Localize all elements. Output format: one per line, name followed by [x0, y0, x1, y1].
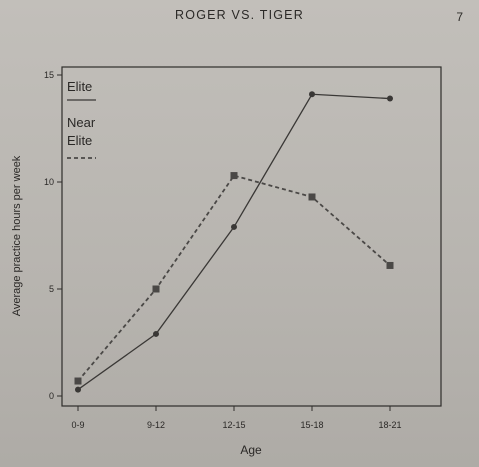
x-tick-label: 12-15 — [222, 420, 245, 430]
x-tick-label: 15-18 — [300, 420, 323, 430]
series-layer — [74, 91, 394, 393]
data-point — [308, 193, 316, 201]
series-line-elite — [77, 93, 391, 391]
y-tick-label: 0 — [49, 391, 54, 401]
series-line-near-elite — [77, 174, 391, 382]
data-point — [387, 95, 393, 102]
legend: Elite Near Elite — [67, 79, 96, 159]
data-point — [309, 91, 315, 98]
data-point — [386, 261, 394, 269]
legend-label: Near — [67, 115, 96, 130]
data-point — [231, 223, 237, 230]
data-point — [230, 172, 238, 180]
data-point — [153, 330, 159, 337]
page-number: 7 — [456, 10, 463, 24]
y-axis-label: Average practice hours per week — [11, 155, 23, 316]
y-tick-label: 5 — [49, 284, 54, 294]
y-axis-ticks: 0 5 10 15 — [44, 70, 62, 401]
x-tick-label: 0-9 — [71, 420, 84, 430]
legend-label: Elite — [67, 133, 92, 148]
x-tick-label: 9-12 — [147, 420, 165, 430]
y-tick-label: 10 — [44, 177, 54, 187]
x-axis-label: Age — [240, 443, 262, 457]
legend-label: Elite — [67, 79, 92, 94]
data-point — [152, 285, 160, 293]
running-head: ROGER VS. TIGER — [175, 8, 304, 22]
data-point — [74, 377, 82, 385]
x-tick-label: 18-21 — [378, 420, 401, 430]
plot-frame — [61, 66, 442, 407]
data-point — [75, 386, 81, 393]
x-axis-ticks: 0-9 9-12 12-15 15-18 18-21 — [71, 406, 402, 430]
y-tick-label: 15 — [44, 70, 54, 80]
